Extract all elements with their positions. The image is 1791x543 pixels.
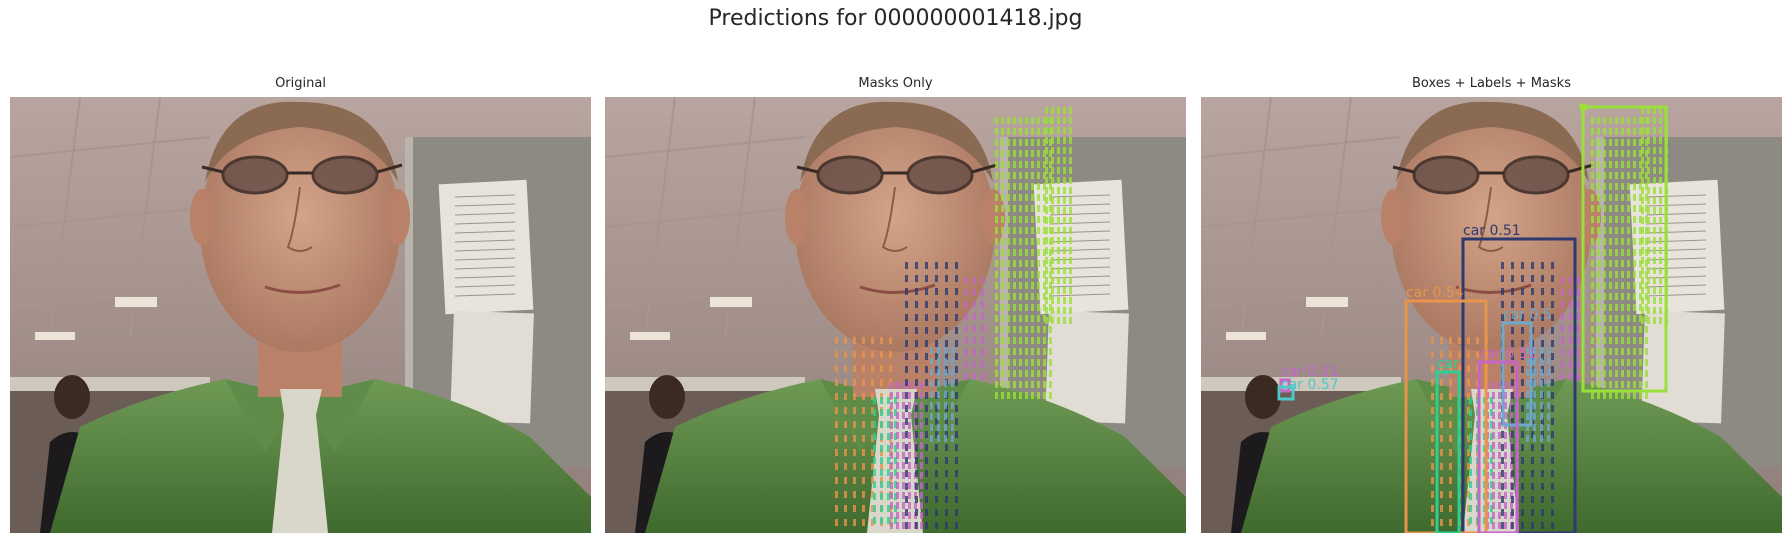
panel-original <box>10 97 591 533</box>
detection-box <box>1461 237 1577 533</box>
mask-layer <box>835 107 1072 529</box>
photo-canvas <box>10 97 591 533</box>
mask-lightblue <box>930 347 954 442</box>
detection-label: car 0.57 <box>1281 377 1339 393</box>
detection-label: car 0.51 <box>1463 223 1521 239</box>
mask-blue-dots <box>1561 277 1580 380</box>
detection-box <box>1435 370 1461 533</box>
mask-green-tall <box>995 117 1052 399</box>
mask-green-tall <box>1591 117 1648 399</box>
detection-box <box>1477 360 1519 533</box>
panel-title-masks-only: Masks Only <box>858 76 933 91</box>
mask-blue-dots <box>965 277 984 380</box>
mask-teal <box>873 397 897 524</box>
detection-label: car <box>1437 356 1459 372</box>
photo-canvas: car 0.51 car 0.54 car 0.5 car 0.51 car car 0.… <box>1201 97 1782 533</box>
mask-lightblue <box>1526 347 1550 442</box>
detection-box <box>1277 385 1295 401</box>
detection-label: car 0.51 <box>1479 346 1537 362</box>
panel-boxes-labels-masks: car 0.51 car 0.54 car 0.5 car 0.51 car car 0.… <box>1201 97 1782 533</box>
photo-scene <box>605 97 1186 533</box>
detection-box <box>1581 105 1668 393</box>
detection-box <box>1579 103 1587 111</box>
panel-masks-only <box>605 97 1186 533</box>
detection-label: car 0.5 <box>1503 307 1552 323</box>
detection-label: car 0.51 <box>1281 364 1339 380</box>
detection-box <box>1404 299 1488 533</box>
panel-title-original: Original <box>275 76 326 91</box>
photo-scene <box>1201 97 1782 533</box>
mask-green-narrow <box>1045 107 1072 324</box>
figure-title: Predictions for 000000001418.jpg <box>708 6 1083 31</box>
photo-canvas <box>605 97 1186 533</box>
photo-scene <box>10 97 591 533</box>
box-layer: car 0.51 car 0.54 car 0.5 car 0.51 car car 0.… <box>1277 103 1668 533</box>
panel-title-boxes-labels-masks: Boxes + Labels + Masks <box>1412 76 1571 91</box>
mask-navy <box>905 262 958 529</box>
detection-label: car 0.54 <box>1406 285 1464 301</box>
